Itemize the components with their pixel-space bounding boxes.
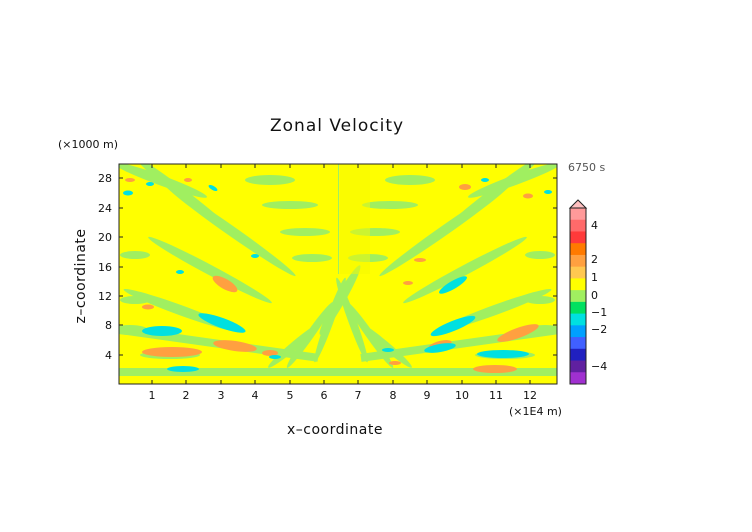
x-tick-label: 4 (252, 389, 259, 402)
colorbar-swatch (570, 231, 586, 244)
colorbar-frame (569, 207, 587, 385)
colorbar-swatch (570, 290, 586, 303)
colorbar-swatch (570, 313, 586, 326)
y-tick-label: 8 (105, 319, 112, 332)
colorbar-label: −4 (591, 360, 607, 373)
colorbar-swatch (570, 337, 586, 350)
plot-frame (118, 163, 558, 385)
x-axis-unit: (×1E4 m) (509, 405, 562, 418)
colorbar-label: −1 (591, 306, 607, 319)
y-tick-label: 24 (98, 202, 112, 215)
y-axis-unit: (×1000 m) (58, 138, 119, 151)
colorbar-label: 2 (591, 253, 598, 266)
y-tick-label: 28 (98, 172, 112, 185)
colorbar-swatch (570, 254, 586, 268)
x-tick-label: 3 (218, 389, 225, 402)
x-tick-label: 1 (149, 389, 156, 402)
colorbar-label: 4 (591, 219, 598, 232)
colorbar-swatch (570, 243, 586, 256)
colorbar-label: 1 (591, 271, 598, 284)
colorbar-swatch (570, 372, 586, 385)
x-tick-label: 11 (489, 389, 503, 402)
x-tick-label: 10 (455, 389, 469, 402)
center-shade (340, 164, 370, 274)
colorbar-cap (568, 199, 588, 209)
colorbar-swatch (570, 278, 586, 291)
colorbar-label: 0 (591, 289, 598, 302)
x-tick-label: 8 (390, 389, 397, 402)
time-label: 6750 s (568, 161, 606, 174)
y-tick-label: 12 (98, 290, 112, 303)
x-tick-label: 9 (424, 389, 431, 402)
colorbar-swatch (570, 325, 586, 338)
colorbar-swatch (570, 348, 586, 362)
y-tick-label: 4 (105, 349, 112, 362)
x-tick-label: 2 (183, 389, 190, 402)
colorbar-swatch (570, 301, 586, 315)
colorbar-label: −2 (591, 323, 607, 336)
axis-ticks (119, 164, 557, 384)
x-tick-label: 12 (523, 389, 537, 402)
colorbar-swatch (570, 360, 586, 373)
x-tick-label: 5 (287, 389, 294, 402)
x-tick-label: 7 (355, 389, 362, 402)
y-tick-label: 20 (98, 231, 112, 244)
y-tick-label: 16 (98, 261, 112, 274)
colorbar-swatch (570, 219, 586, 232)
x-tick-label: 6 (321, 389, 328, 402)
colorbar (568, 199, 588, 385)
negative-lobes (123, 178, 552, 372)
x-axis-title: x–coordinate (287, 422, 383, 438)
chart-title: Zonal Velocity (270, 116, 405, 136)
colorbar-swatch (570, 208, 586, 221)
colorbar-swatch (570, 266, 586, 279)
